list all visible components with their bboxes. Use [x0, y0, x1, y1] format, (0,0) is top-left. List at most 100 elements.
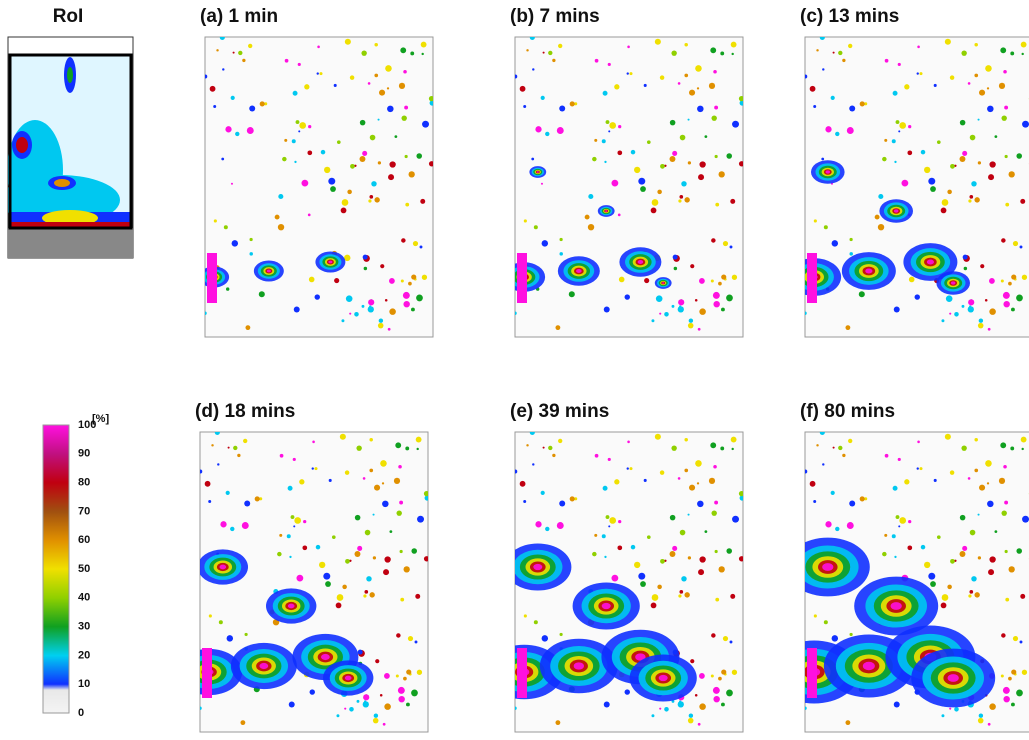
speckle [595, 59, 599, 63]
speckle [316, 545, 320, 549]
speckle [979, 714, 983, 718]
speckle [602, 534, 606, 538]
panel-label: (c) 13 mins [800, 6, 899, 27]
speckle [893, 91, 898, 96]
speckle [364, 267, 367, 270]
speckle [714, 106, 718, 110]
speckle [383, 723, 386, 726]
speckle [315, 294, 320, 299]
speckle [416, 153, 422, 159]
speckle [659, 313, 661, 315]
speckle [930, 186, 936, 192]
speckle [357, 546, 362, 551]
speckle [557, 127, 564, 134]
speckle [917, 441, 920, 444]
speckle [302, 545, 307, 550]
speckle [324, 167, 330, 173]
speckle [552, 59, 555, 62]
speckle [718, 282, 722, 286]
speckle [885, 454, 889, 458]
speckle [627, 467, 629, 469]
speckle [317, 72, 319, 74]
speckle [604, 306, 610, 312]
blob [328, 261, 332, 264]
colorbar-tick-label: 90 [78, 448, 90, 460]
speckle [680, 135, 686, 141]
speckle [1003, 696, 1009, 702]
speckle [404, 566, 410, 572]
speckle [697, 501, 704, 508]
speckle [810, 86, 816, 92]
speckle [847, 522, 854, 529]
speckle [937, 535, 941, 539]
speckle [1003, 292, 1010, 299]
speckle [671, 445, 676, 450]
speckle [659, 708, 661, 710]
speckle [875, 215, 880, 220]
speckle [731, 53, 733, 55]
speckle [730, 594, 735, 599]
speckle [882, 157, 886, 161]
speckle [374, 43, 377, 46]
speckle [238, 51, 242, 55]
speckle [355, 515, 361, 521]
speckle [334, 84, 337, 87]
speckle [1000, 442, 1006, 448]
speckle [679, 195, 683, 199]
speckle [710, 47, 716, 53]
speckle [684, 74, 688, 78]
speckle [336, 603, 342, 609]
speckle [334, 278, 339, 283]
speckle [695, 299, 698, 302]
speckle [979, 485, 985, 491]
speckle [908, 520, 911, 523]
speckle [711, 675, 714, 678]
speckle [226, 491, 230, 495]
speckle [950, 75, 954, 79]
blob [826, 170, 830, 173]
speckle [298, 63, 301, 66]
speckle [380, 460, 387, 467]
speckle [961, 445, 966, 450]
speckle [719, 171, 725, 177]
speckle [396, 510, 401, 515]
speckle [699, 161, 705, 167]
speckle [341, 319, 344, 322]
blob [927, 259, 934, 264]
speckle [810, 481, 816, 487]
blob [533, 564, 542, 570]
speckle [429, 161, 434, 166]
speckle [552, 454, 555, 457]
speckle [709, 478, 715, 484]
speckle [323, 573, 330, 580]
speckle [987, 106, 994, 113]
speckle [559, 105, 565, 111]
speckle [520, 86, 526, 92]
speckle [378, 161, 381, 164]
speckle [833, 447, 835, 449]
speckle [424, 556, 429, 561]
speckle [684, 469, 688, 473]
speckle [625, 294, 630, 299]
speckle [301, 180, 308, 187]
speckle [660, 75, 664, 79]
speckle [660, 470, 664, 474]
speckle [278, 224, 284, 230]
speckle [288, 486, 293, 491]
speckle [711, 510, 716, 515]
blob [321, 654, 330, 660]
speckle [1011, 308, 1015, 312]
speckle [652, 199, 659, 206]
speckle [382, 501, 389, 508]
colorbar-tick-label: 20 [78, 649, 90, 661]
speckle [416, 295, 423, 302]
speckle [730, 246, 733, 249]
speckle [541, 183, 543, 185]
speckle [684, 43, 687, 46]
speckle [898, 525, 900, 527]
speckle [619, 277, 625, 283]
speckle [532, 68, 534, 70]
speckle [357, 700, 360, 703]
speckle [606, 515, 610, 519]
speckle [674, 267, 677, 270]
